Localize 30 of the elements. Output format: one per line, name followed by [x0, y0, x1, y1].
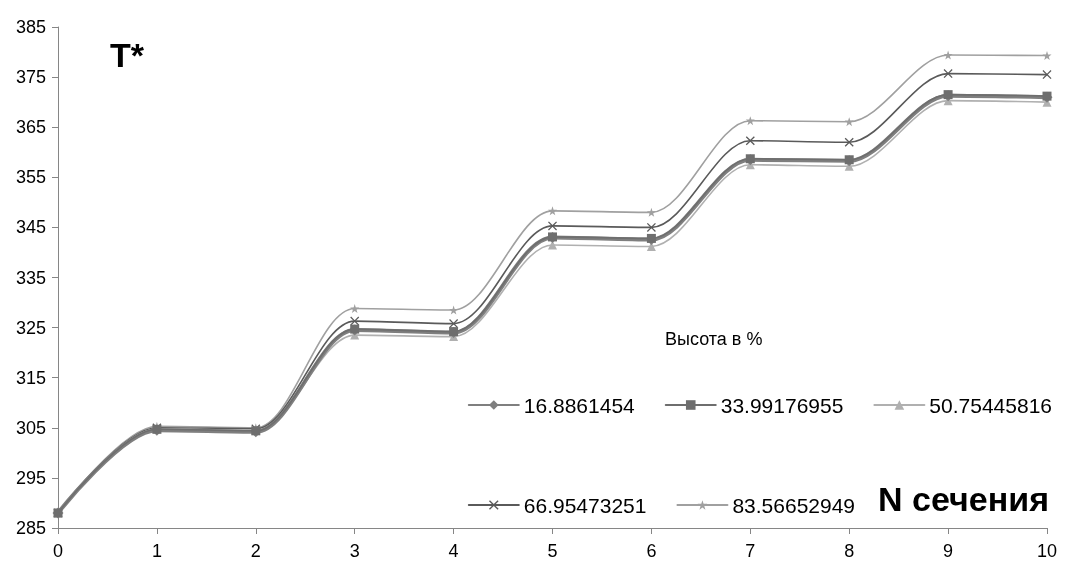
x-tick-label: 1 [151, 541, 162, 561]
legend-label: 16.8861454 [523, 393, 636, 417]
y-tick-label: 285 [15, 518, 46, 538]
x-tick-label: 7 [745, 541, 756, 561]
x-tick-label: 9 [943, 541, 954, 561]
legend-label: 66.95473251 [523, 493, 647, 517]
legend-label: 33.99176955 [720, 393, 844, 417]
x-tick-label: 5 [547, 541, 558, 561]
y-tick-label: 385 [15, 17, 46, 37]
y-tick-label: 295 [15, 467, 46, 488]
y-axis-title: T* [110, 36, 145, 74]
x-tick-label: 6 [646, 541, 657, 561]
y-tick-label: 335 [15, 267, 46, 288]
y-tick-label: 325 [15, 317, 46, 338]
x-tick-label: 3 [349, 541, 360, 561]
x-tick-label: 0 [52, 541, 64, 561]
y-tick-label: 365 [15, 117, 46, 138]
x-tick-label: 10 [1036, 541, 1058, 561]
y-tick-label: 355 [15, 167, 46, 188]
x-tick-label: 2 [250, 541, 261, 561]
x-tick-label: 4 [448, 541, 459, 561]
y-tick-label: 345 [15, 217, 46, 238]
y-tick-label: 305 [15, 417, 46, 438]
legend-label: 50.75445816 [929, 393, 1053, 417]
legend-title: Высота в % [665, 329, 763, 349]
legend-label: 83.56652949 [732, 493, 856, 517]
x-axis-title: N сечения [878, 480, 1050, 518]
x-tick-label: 8 [844, 541, 855, 561]
y-tick-label: 315 [15, 367, 46, 388]
y-tick-label: 375 [15, 67, 46, 88]
